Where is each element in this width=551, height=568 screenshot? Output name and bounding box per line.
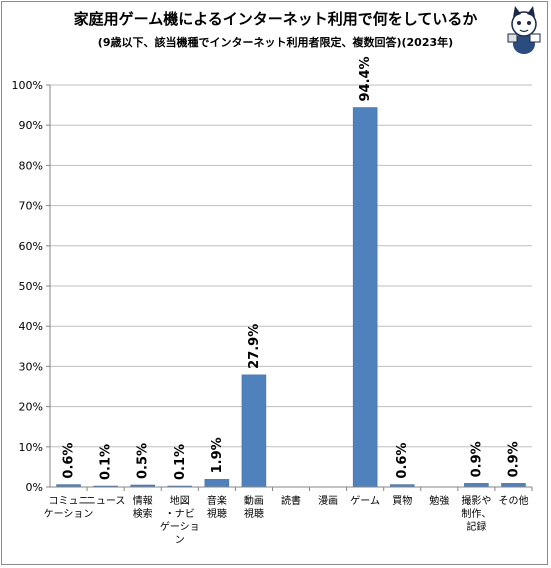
y-tick-label: 40% (19, 320, 43, 333)
bar (464, 483, 489, 488)
y-tick-label: 20% (19, 401, 43, 414)
x-tick-label: 読書 (281, 494, 301, 507)
data-label: 0.6% (62, 443, 77, 479)
y-axis-ticks: 0% 10% 20% 30% 40% 50% 60% 70% 80% 90% 100% (12, 79, 43, 494)
x-tick-label: 買物 (392, 494, 412, 507)
x-tick-label: 漫画 (318, 495, 338, 507)
y-tick-label: 30% (19, 360, 43, 373)
cat-mascot-icon (507, 6, 541, 54)
y-tick-label: 50% (19, 280, 43, 293)
y-tick-label: 100% (12, 79, 43, 92)
data-label: 27.9% (247, 324, 262, 369)
gridlines (46, 84, 533, 491)
bar (501, 483, 526, 488)
data-label: 1.9% (210, 437, 225, 473)
x-tick-label: 撮影や制作、記録 (461, 494, 491, 533)
x-tick-label: コミュニケーション (44, 496, 94, 520)
data-label: 0.9% (469, 441, 484, 477)
bars (56, 107, 526, 488)
chart-title: 家庭用ゲーム機によるインターネット利用で何をしているか (73, 10, 478, 28)
data-label: 0.9% (506, 441, 521, 477)
axes (49, 85, 532, 488)
x-tick-label: 音楽視聴 (207, 494, 227, 520)
x-tick-label: ニュース (86, 496, 126, 507)
y-tick-label: 10% (19, 441, 43, 454)
bar (241, 374, 267, 488)
y-tick-label: 0% (26, 481, 43, 494)
x-tick-label: 動画視聴 (244, 494, 264, 520)
y-tick-label: 70% (19, 200, 43, 213)
data-label: 0.1% (99, 444, 114, 480)
y-tick-label: 80% (19, 159, 43, 172)
data-labels: 0.6% 0.1% 0.5% 0.1% 1.9% 27.9% 94.4% 0.6% 0.9% 0.… (62, 56, 522, 480)
bar (352, 107, 378, 488)
x-tick-label: その他 (498, 494, 528, 507)
x-tick-label: 勉強 (429, 494, 449, 507)
data-label: 0.6% (395, 443, 410, 479)
y-tick-label: 90% (19, 119, 43, 132)
chart-subtitle: (9歳以下、該当機種でインターネット利用者限定、複数回答)(2023年) (97, 36, 454, 49)
y-tick-label: 60% (19, 240, 43, 253)
bar (204, 479, 230, 488)
x-tick-label: 情報検索 (133, 494, 153, 520)
x-axis-labels: コミュニケーションニュース 情報検索地図・ナビゲーション音楽視聴動画視聴 読書 漫画ゲ… (44, 494, 529, 546)
data-label: 94.4% (358, 56, 373, 101)
data-label: 0.5% (136, 443, 151, 479)
x-tick-label: ゲーム (350, 495, 380, 507)
x-tick-label: 地図・ナビゲーション (160, 494, 200, 546)
data-label: 0.1% (173, 444, 188, 480)
